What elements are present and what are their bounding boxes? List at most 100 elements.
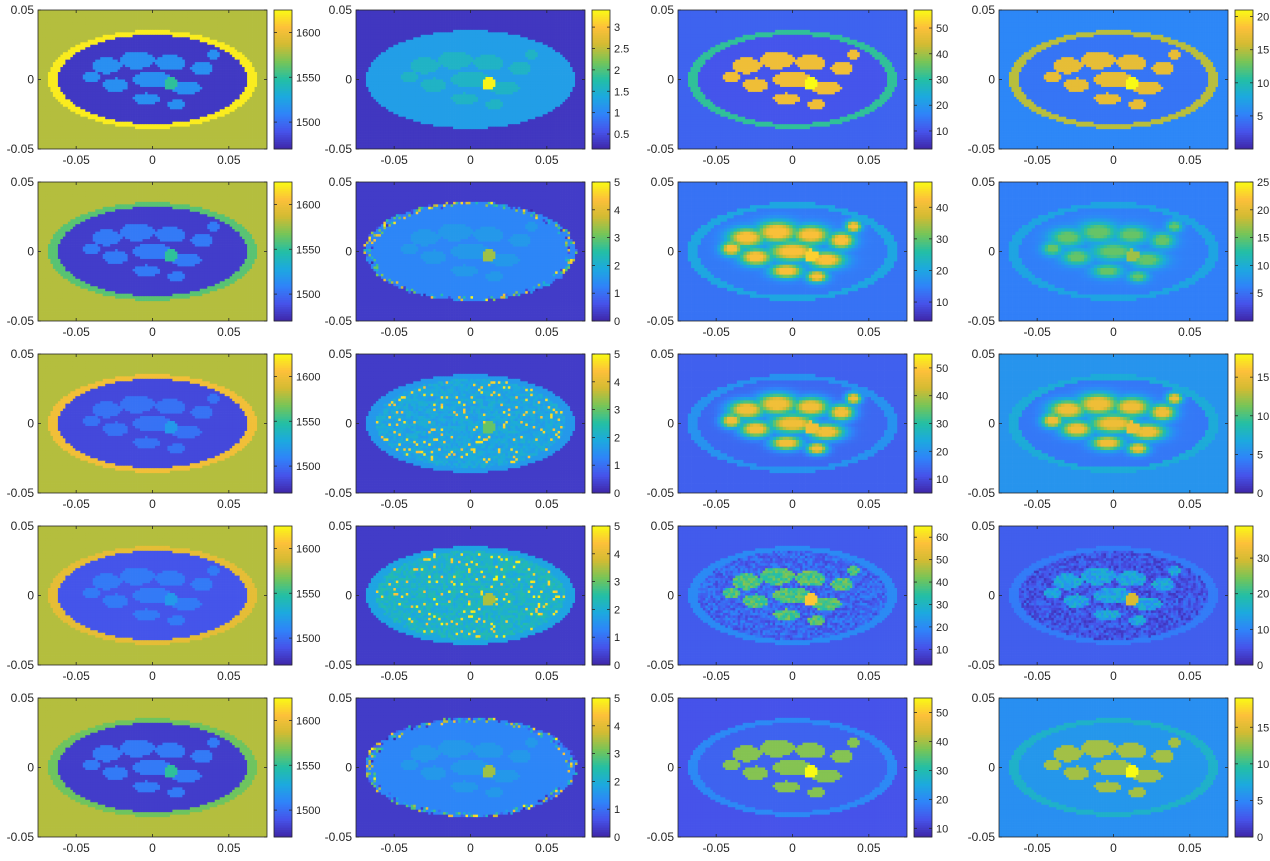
colorbar-tick-label: 30 (936, 234, 948, 246)
colorbar-tick-label: 0.5 (614, 129, 629, 141)
colorbar-tick-label: 1550 (296, 72, 320, 84)
x-tick-label: -0.05 (62, 325, 90, 339)
y-tick-label: -0.05 (7, 486, 35, 500)
colorbar-tick-label: 0 (614, 660, 620, 672)
colorbar-tick-label: 1500 (296, 461, 320, 473)
x-tick-label: 0 (149, 153, 156, 167)
x-tick-label: 0.05 (1178, 153, 1202, 167)
colorbar-tick-label: 50 (936, 555, 948, 567)
x-tick-label: 0.05 (217, 153, 241, 167)
y-tick-label: 0.05 (651, 519, 675, 533)
colorbar-tick-label: 10 (936, 823, 948, 835)
colorbar-tick-label: 40 (936, 202, 948, 214)
colorbar-tick-label: 0 (614, 832, 620, 844)
x-tick-label: 0 (1110, 841, 1117, 855)
y-tick-label: 0.05 (329, 519, 353, 533)
heatmap-image (678, 182, 907, 321)
y-tick-label: 0 (27, 73, 34, 87)
y-tick-label: 0.05 (972, 175, 996, 189)
y-tick-label: 0.05 (329, 691, 353, 705)
colorbar-tick-label: 1 (614, 288, 620, 300)
colorbar-tick-label: 3 (614, 22, 620, 34)
x-tick-label: 0.05 (535, 669, 559, 683)
colorbar-tick-label: 15 (1257, 233, 1269, 245)
colorbar-tick-label: 2 (614, 65, 620, 77)
colorbar-tick-label: 1550 (296, 416, 320, 428)
colorbar-tick-label: 25 (1257, 177, 1269, 189)
colorbar-tick-label: 30 (1257, 553, 1269, 565)
y-tick-label: 0.05 (651, 691, 675, 705)
heatmap-image (38, 698, 267, 837)
y-tick-label: -0.05 (647, 486, 675, 500)
colorbar-tick-label: 5 (1257, 288, 1263, 300)
y-tick-label: 0.05 (651, 175, 675, 189)
colorbar-tick-label: 10 (1257, 260, 1269, 272)
y-tick-label: 0.05 (11, 519, 35, 533)
y-tick-label: 0 (988, 761, 995, 775)
x-tick-label: 0 (1110, 325, 1117, 339)
y-tick-label: 0 (988, 245, 995, 259)
x-tick-label: 0.05 (535, 153, 559, 167)
y-tick-label: -0.05 (968, 486, 996, 500)
colorbar-tick-label: 1 (614, 632, 620, 644)
colorbar-tick-label: 1 (614, 804, 620, 816)
colorbar-tick-label: 1500 (296, 289, 320, 301)
colorbar-tick-label: 10 (1257, 78, 1269, 90)
x-tick-label: 0 (789, 325, 796, 339)
colorbar-tick-label: 1550 (296, 244, 320, 256)
colorbar-tick-label: 60 (936, 532, 948, 544)
colorbar-tick-label: 5 (1257, 449, 1263, 461)
colorbar-tick-label: 10 (936, 474, 948, 486)
x-tick-label: 0.05 (857, 153, 881, 167)
colorbar-tick-label: 0 (614, 488, 620, 500)
y-tick-label: 0 (345, 245, 352, 259)
colorbar-tick-label: 5 (614, 521, 620, 533)
x-tick-label: -0.05 (1023, 669, 1051, 683)
colorbar-tick-label: 1600 (296, 371, 320, 383)
x-tick-label: 0.05 (1178, 841, 1202, 855)
x-tick-label: -0.05 (702, 841, 730, 855)
colorbar-tick-label: 3 (614, 233, 620, 245)
heatmap-image (38, 10, 267, 149)
colorbar: 0.511.522.53 (592, 10, 629, 149)
x-tick-label: -0.05 (1023, 841, 1051, 855)
colorbar-tick-label: 1500 (296, 633, 320, 645)
colorbar-tick-label: 0 (1257, 660, 1263, 672)
y-tick-label: 0 (667, 417, 674, 431)
y-tick-label: 0.05 (972, 691, 996, 705)
x-tick-label: 0 (789, 497, 796, 511)
y-tick-label: 0.05 (651, 3, 675, 17)
x-tick-label: 0 (467, 841, 474, 855)
colorbar-tick-label: 15 (1257, 45, 1269, 57)
x-tick-label: -0.05 (62, 841, 90, 855)
y-tick-label: -0.05 (325, 830, 353, 844)
x-tick-label: -0.05 (62, 153, 90, 167)
colorbar-tick-label: 5 (1257, 111, 1263, 123)
y-tick-label: 0 (345, 417, 352, 431)
x-tick-label: -0.05 (1023, 497, 1051, 511)
colorbar-tick-label: 0 (1257, 832, 1263, 844)
heatmap-image (999, 526, 1228, 665)
x-tick-label: 0 (149, 669, 156, 683)
y-tick-label: -0.05 (968, 314, 996, 328)
colorbar-tick-label: 10 (1257, 624, 1269, 636)
y-tick-label: 0 (345, 589, 352, 603)
colorbar-tick-label: 2.5 (614, 43, 629, 55)
y-tick-label: 0.05 (651, 347, 675, 361)
colorbar-tick-label: 20 (1257, 12, 1269, 24)
colorbar-tick-label: 20 (936, 446, 948, 458)
